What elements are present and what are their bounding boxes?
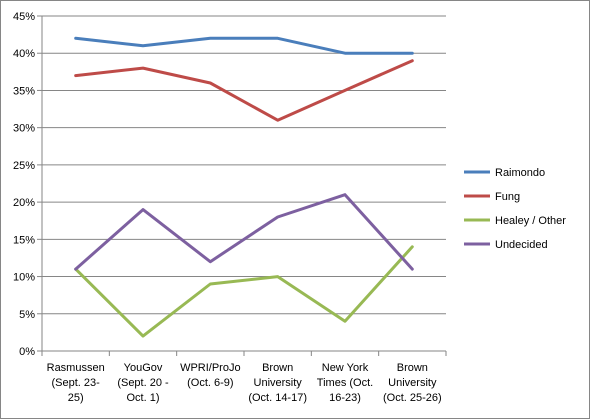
- y-tick-label: 40%: [13, 48, 35, 60]
- y-tick-label: 10%: [13, 272, 35, 284]
- x-axis-tick-labels: Rasmussen (Sept. 23-25) YouGov (Sept. 20 -O…: [47, 362, 442, 404]
- x-tick-label: YouGov (Sept. 20 -Oct. 1): [117, 362, 169, 404]
- series-line-raimondo: [74, 36, 414, 55]
- x-tick-label: WPRI/ProJo (Oct. 6-9): [180, 362, 241, 389]
- axes: [37, 15, 447, 356]
- y-tick-label: 35%: [13, 85, 35, 97]
- y-tick-label: 25%: [13, 160, 35, 172]
- series-line-healey-other: [74, 245, 414, 338]
- series-line-undecided: [74, 193, 414, 271]
- series-line-fung: [74, 59, 414, 122]
- y-tick-label: 20%: [13, 197, 35, 209]
- y-tick-label: 5%: [19, 309, 35, 321]
- legend-label-fung: Fung: [495, 191, 520, 203]
- y-tick-label: 30%: [13, 123, 35, 135]
- legend-label-undecided: Undecided: [495, 239, 548, 251]
- y-tick-label: 0%: [19, 346, 35, 358]
- y-tick-label: 15%: [13, 234, 35, 246]
- legend-label-healey-other: Healey / Other: [495, 215, 566, 227]
- legend: Raimondo Fung Healey / Other Undecided: [464, 167, 566, 251]
- y-axis-tick-labels: 0% 5% 10% 15% 20% 25% 30% 35% 40% 45%: [13, 11, 35, 358]
- x-tick-label: New York Times (Oct. 16-23): [317, 362, 373, 404]
- x-tick-label: Rasmussen (Sept. 23-25): [47, 362, 105, 404]
- series-lines: [74, 36, 414, 338]
- y-tick-label: 45%: [13, 11, 35, 23]
- x-tick-label: Brown University (Oct. 25-26): [383, 362, 442, 404]
- gridlines: [42, 15, 446, 315]
- x-tick-label: Brown University (Oct. 14-17): [248, 362, 307, 404]
- legend-label-raimondo: Raimondo: [495, 167, 545, 179]
